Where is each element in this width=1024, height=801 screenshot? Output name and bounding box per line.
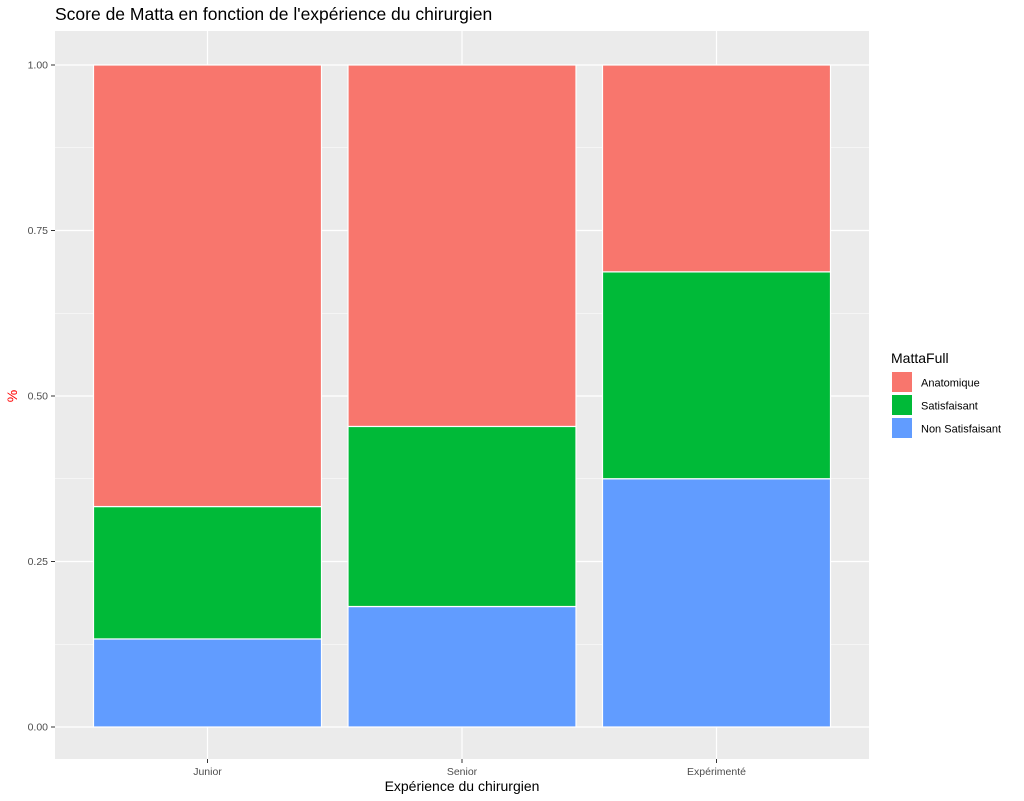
bar-segment xyxy=(601,64,832,273)
bar-segment xyxy=(92,505,323,640)
legend-label: Satisfaisant xyxy=(921,401,978,413)
bar-segment xyxy=(601,478,832,728)
legend-label: Non Satisfaisant xyxy=(921,424,1001,436)
x-tick-label: Expérimenté xyxy=(687,766,746,778)
y-tick-label: 0.75 xyxy=(28,225,49,237)
y-tick-label: 0.50 xyxy=(28,391,49,403)
y-axis-label: % xyxy=(4,390,20,402)
bar-segment xyxy=(347,425,577,608)
x-tick-label: Senior xyxy=(447,766,478,778)
y-tick-label: 0.25 xyxy=(28,556,49,568)
legend-swatch xyxy=(892,418,912,438)
legend: MattaFull Anatomique Satisfaisant Non Sati… xyxy=(891,350,1001,438)
bar-segment xyxy=(347,605,577,728)
x-axis: Junior Senior Expérimenté xyxy=(193,759,746,778)
bar-segment xyxy=(92,64,323,508)
legend-swatch xyxy=(892,395,912,415)
y-axis: 0.00 0.25 0.50 0.75 1.00 xyxy=(28,60,55,734)
x-axis-label: Expérience du chirurgien xyxy=(385,778,540,794)
legend-title: MattaFull xyxy=(891,350,949,366)
bar-segment xyxy=(92,638,323,728)
x-tick-label: Junior xyxy=(193,766,222,778)
legend-swatch xyxy=(892,372,912,392)
legend-label: Anatomique xyxy=(921,378,980,390)
y-tick-label: 1.00 xyxy=(28,60,49,72)
bar-segment xyxy=(347,64,577,428)
bars xyxy=(92,64,832,728)
chart-title: Score de Matta en fonction de l'expérien… xyxy=(55,4,492,24)
bar-segment xyxy=(601,271,832,480)
y-tick-label: 0.00 xyxy=(28,722,49,734)
